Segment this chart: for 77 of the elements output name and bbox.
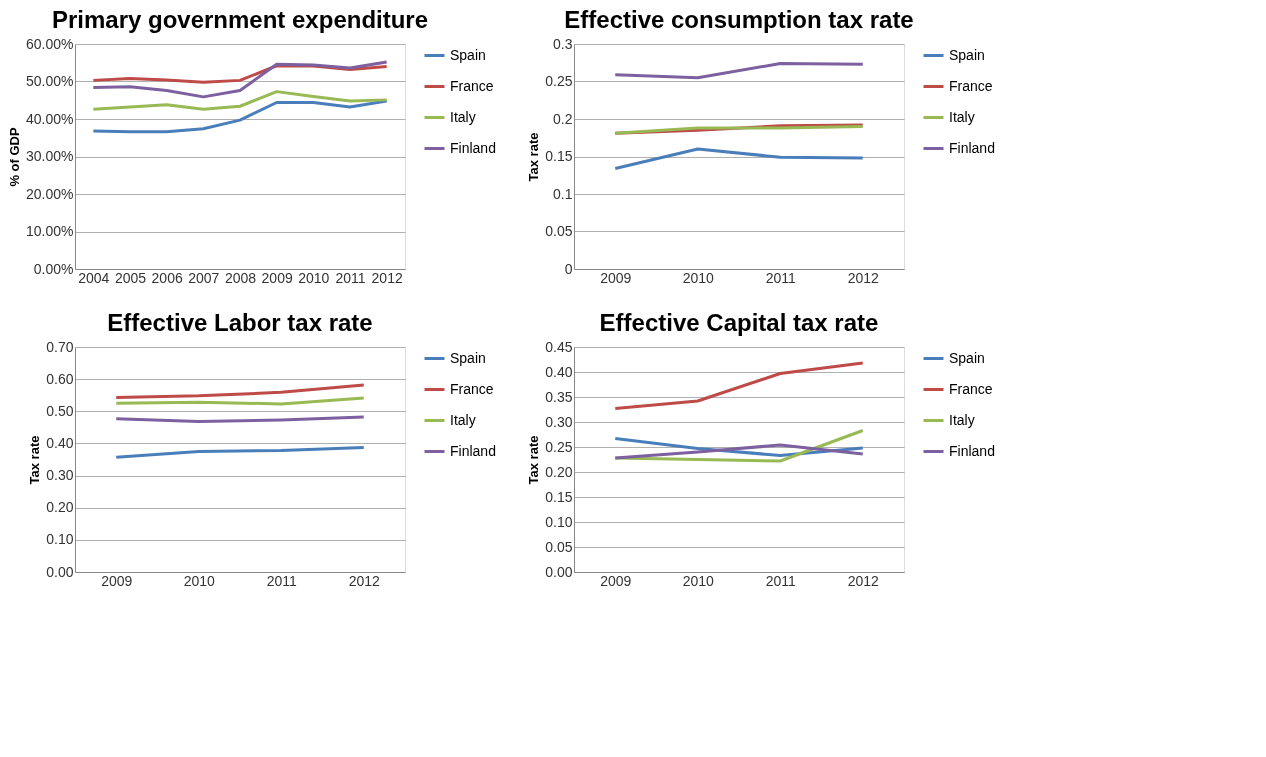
y-tick-label: 0.70: [46, 338, 74, 355]
x-tick-label: 2009: [600, 269, 632, 286]
legend-label: Spain: [450, 349, 486, 366]
x-tick-label: 2009: [600, 572, 632, 589]
legend-label: Spain: [949, 46, 985, 63]
y-tick-label: 0.15: [545, 488, 573, 505]
y-tick-label: 0.05: [545, 538, 573, 555]
x-tick-label: 2010: [183, 572, 216, 589]
y-axis-title: % of GDP: [7, 127, 23, 187]
legend-label: Finland: [450, 442, 496, 459]
x-tick-label: 2010: [682, 572, 715, 589]
legend-label: Finland: [450, 139, 496, 156]
legend-label: Italy: [949, 411, 975, 428]
y-tick-label: 0.60: [46, 370, 74, 387]
x-tick-label: 2010: [298, 269, 330, 286]
x-tick-label: 2008: [224, 269, 257, 286]
legend-label: Spain: [450, 46, 486, 63]
y-tick-label: 0.2: [553, 110, 573, 127]
y-tick-label: 0.00: [545, 563, 573, 580]
legend-label: Italy: [949, 108, 975, 125]
x-tick-label: 2011: [335, 269, 366, 286]
y-tick-label: 0.3: [553, 35, 573, 52]
x-tick-label: 2011: [765, 572, 797, 589]
legend-label: France: [450, 380, 494, 397]
y-tick-label: 0.10: [46, 531, 74, 548]
y-tick-label: 0.20: [46, 499, 74, 516]
y-tick-label: 0: [564, 260, 573, 277]
y-tick-label: 40.00%: [26, 110, 74, 127]
y-tick-label: 50.00%: [26, 73, 74, 89]
x-tick-label: 2012: [371, 269, 403, 286]
x-tick-label: 2011: [266, 572, 298, 589]
x-tick-label: 2010: [682, 269, 715, 286]
y-tick-label: 20.00%: [26, 185, 74, 202]
y-tick-label: 0.35: [545, 388, 573, 405]
x-tick-label: 2004: [78, 269, 110, 286]
legend-label: France: [450, 77, 494, 94]
chart-title: Effective Labor tax rate: [107, 309, 373, 336]
x-tick-label: 2012: [847, 572, 880, 589]
y-tick-label: 0.40: [46, 434, 74, 451]
legend-label: Italy: [450, 411, 476, 428]
y-tick-label: 0.30: [46, 467, 74, 484]
y-tick-label: 0.25: [545, 73, 573, 89]
y-tick-label: 0.15: [545, 148, 573, 164]
legend-label: Finland: [949, 139, 995, 156]
y-tick-label: 0.00: [46, 563, 74, 580]
y-tick-label: 0.1: [553, 185, 573, 202]
y-tick-label: 0.05: [545, 223, 573, 239]
y-tick-label: 60.00%: [26, 35, 74, 52]
x-tick-label: 2006: [151, 269, 183, 286]
y-axis-title: Tax rate: [526, 132, 542, 182]
y-tick-label: 0.45: [545, 338, 573, 355]
x-tick-label: 2012: [348, 572, 381, 589]
legend-label: Finland: [949, 442, 995, 459]
legend-label: Italy: [450, 108, 476, 125]
y-axis-title: Tax rate: [27, 435, 43, 485]
legend-label: France: [949, 380, 993, 397]
y-axis-title: Tax rate: [526, 435, 542, 485]
y-tick-label: 0.50: [46, 402, 74, 419]
y-tick-label: 30.00%: [26, 148, 74, 164]
y-tick-label: 0.25: [545, 438, 573, 455]
x-tick-label: 2009: [101, 572, 133, 589]
x-tick-label: 2005: [114, 269, 147, 286]
chart-title: Primary government expenditure: [51, 6, 429, 33]
y-tick-label: 10.00%: [26, 223, 74, 239]
y-tick-label: 0.20: [545, 463, 573, 480]
chart-title: Effective Capital tax rate: [599, 309, 879, 336]
chart-title: Effective consumption tax rate: [564, 6, 914, 33]
x-tick-label: 2011: [765, 269, 797, 286]
x-tick-label: 2009: [261, 269, 293, 286]
x-tick-label: 2007: [188, 269, 220, 286]
y-tick-label: 0.00%: [33, 260, 74, 277]
y-tick-label: 0.30: [545, 413, 573, 430]
y-tick-label: 0.40: [545, 363, 573, 380]
y-tick-label: 0.10: [545, 513, 573, 530]
legend-label: Spain: [949, 349, 985, 366]
x-tick-label: 2012: [847, 269, 880, 286]
legend-label: France: [949, 77, 993, 94]
